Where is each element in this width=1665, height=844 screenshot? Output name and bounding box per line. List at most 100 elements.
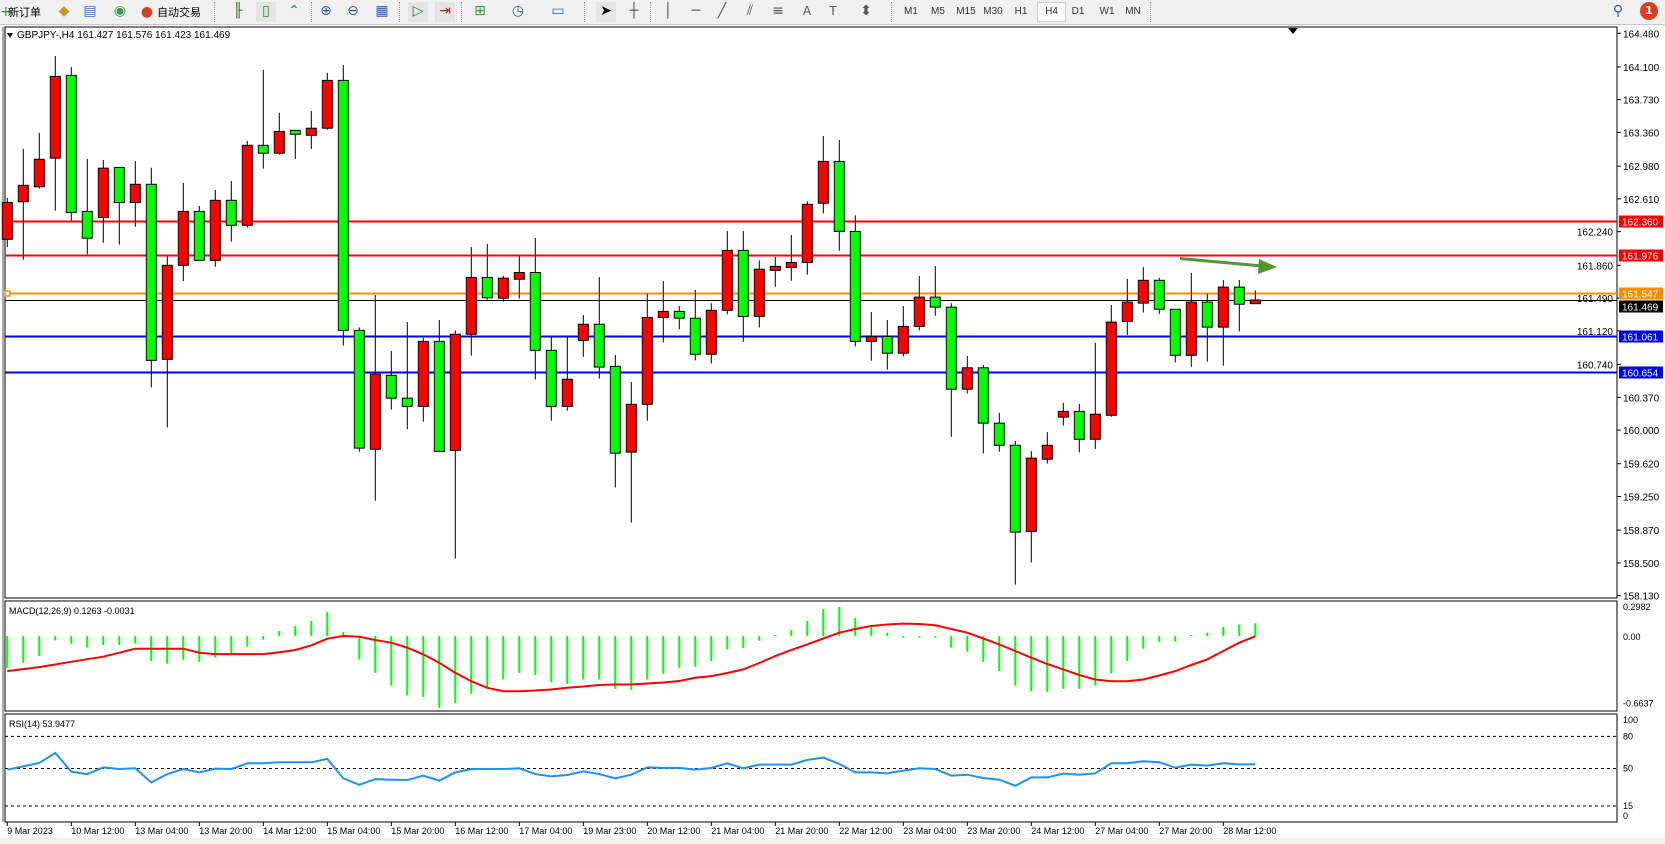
timeframe-m1[interactable]: M1 xyxy=(904,6,918,17)
navigator-icon[interactable]: ▤ xyxy=(83,3,97,19)
notifications-icon[interactable]: 1 xyxy=(1640,2,1658,20)
candle[interactable] xyxy=(689,289,701,361)
zoom-in-icon[interactable]: ⊕ xyxy=(320,3,332,19)
candle[interactable] xyxy=(1009,441,1021,585)
candle[interactable] xyxy=(193,206,205,261)
horizontal-line-icon[interactable]: ─ xyxy=(691,3,701,19)
candle[interactable] xyxy=(369,294,381,501)
candle[interactable] xyxy=(33,132,45,189)
timeframe-m30[interactable]: M30 xyxy=(983,6,1003,17)
candle[interactable] xyxy=(1057,402,1069,426)
candle[interactable] xyxy=(1233,279,1245,332)
candle[interactable] xyxy=(113,166,125,245)
cursor-icon[interactable]: ➤ xyxy=(596,2,616,22)
candle[interactable] xyxy=(1073,403,1085,453)
candle[interactable] xyxy=(481,243,493,300)
timeframe-m5[interactable]: M5 xyxy=(931,6,945,17)
timeframe-w1[interactable]: W1 xyxy=(1099,6,1115,17)
candle[interactable] xyxy=(385,351,397,410)
timeframe-mn[interactable]: MN xyxy=(1125,6,1141,17)
candle[interactable] xyxy=(321,72,333,130)
candle[interactable] xyxy=(721,231,733,315)
chart-shift-icon[interactable]: ⇥ xyxy=(435,2,455,22)
candle[interactable] xyxy=(129,161,141,227)
candle[interactable] xyxy=(673,306,685,330)
candle[interactable] xyxy=(977,364,989,454)
candle[interactable] xyxy=(465,247,477,356)
candle[interactable] xyxy=(17,148,29,260)
text-label-icon[interactable]: T xyxy=(829,4,837,18)
candle[interactable] xyxy=(273,112,285,155)
candle[interactable] xyxy=(993,412,1005,452)
candle[interactable] xyxy=(641,293,653,421)
zoom-out-icon[interactable]: ⊖ xyxy=(347,3,359,19)
candle[interactable] xyxy=(529,237,541,380)
candle[interactable] xyxy=(177,182,189,282)
candle[interactable] xyxy=(1025,451,1037,563)
crosshair-icon[interactable]: ┼ xyxy=(629,3,639,19)
fibonacci-icon[interactable]: ≡ xyxy=(772,3,784,19)
candle[interactable] xyxy=(625,382,637,523)
candle[interactable] xyxy=(65,67,77,221)
candle[interactable] xyxy=(1217,279,1229,366)
timeframe-d1[interactable]: D1 xyxy=(1071,6,1085,17)
candle[interactable] xyxy=(97,160,109,243)
candle[interactable] xyxy=(1185,272,1197,367)
signals-icon[interactable]: ◉ xyxy=(113,3,127,19)
candle[interactable] xyxy=(833,139,845,251)
candle[interactable] xyxy=(929,266,941,316)
candle[interactable] xyxy=(609,354,621,488)
auto-trading-button[interactable]: ● 自动交易 xyxy=(137,2,201,22)
bar-chart-icon[interactable]: ╟ xyxy=(233,3,243,19)
candle[interactable] xyxy=(1089,342,1101,449)
candle[interactable] xyxy=(753,260,765,328)
candle[interactable] xyxy=(289,129,301,159)
candle[interactable] xyxy=(449,330,461,559)
trend-arrow[interactable] xyxy=(1179,257,1263,268)
candle[interactable] xyxy=(913,276,925,331)
market-watch-icon[interactable]: ◆ xyxy=(58,3,70,19)
new-order-button[interactable]: + 新订单 xyxy=(0,2,41,22)
candle[interactable] xyxy=(49,56,61,211)
candle[interactable] xyxy=(81,158,93,255)
candle[interactable] xyxy=(417,337,429,422)
candle[interactable] xyxy=(209,189,221,267)
candle[interactable] xyxy=(337,64,349,346)
candle[interactable] xyxy=(817,136,829,214)
candle[interactable] xyxy=(769,257,781,287)
candle[interactable] xyxy=(145,167,157,388)
candle[interactable] xyxy=(433,319,445,452)
line-handle[interactable] xyxy=(4,290,11,297)
candle[interactable] xyxy=(881,319,893,370)
candle[interactable] xyxy=(577,315,589,357)
candle[interactable] xyxy=(865,312,877,361)
candle[interactable] xyxy=(401,322,413,430)
periods-icon[interactable]: ◷ xyxy=(511,3,525,19)
candle[interactable] xyxy=(1201,293,1213,362)
macd-panel[interactable] xyxy=(4,600,1618,712)
vertical-line-icon[interactable]: │ xyxy=(663,3,673,19)
trendline-icon[interactable]: ╱ xyxy=(717,3,727,19)
tile-windows-icon[interactable]: ▦ xyxy=(375,3,389,19)
candle[interactable] xyxy=(241,141,253,228)
timeframe-h4[interactable]: H4 xyxy=(1037,2,1066,22)
arrows-icon[interactable]: ⬍ xyxy=(860,3,872,19)
candle[interactable] xyxy=(1105,305,1117,417)
candle[interactable] xyxy=(513,255,525,299)
text-icon[interactable]: A xyxy=(802,4,812,18)
candle[interactable] xyxy=(1169,308,1181,363)
legend-collapse-icon[interactable] xyxy=(7,33,13,38)
candle[interactable] xyxy=(705,303,717,364)
candle[interactable] xyxy=(801,201,813,275)
candle[interactable] xyxy=(257,70,269,169)
candle[interactable] xyxy=(945,303,957,437)
templates-icon[interactable]: ▭ xyxy=(551,3,565,19)
timeframe-h1[interactable]: H1 xyxy=(1014,6,1028,17)
candle[interactable] xyxy=(161,256,173,428)
candle[interactable] xyxy=(545,336,557,421)
candle[interactable] xyxy=(1121,278,1133,335)
candle[interactable] xyxy=(849,215,861,347)
candle[interactable] xyxy=(225,181,237,242)
candle[interactable] xyxy=(353,327,365,452)
